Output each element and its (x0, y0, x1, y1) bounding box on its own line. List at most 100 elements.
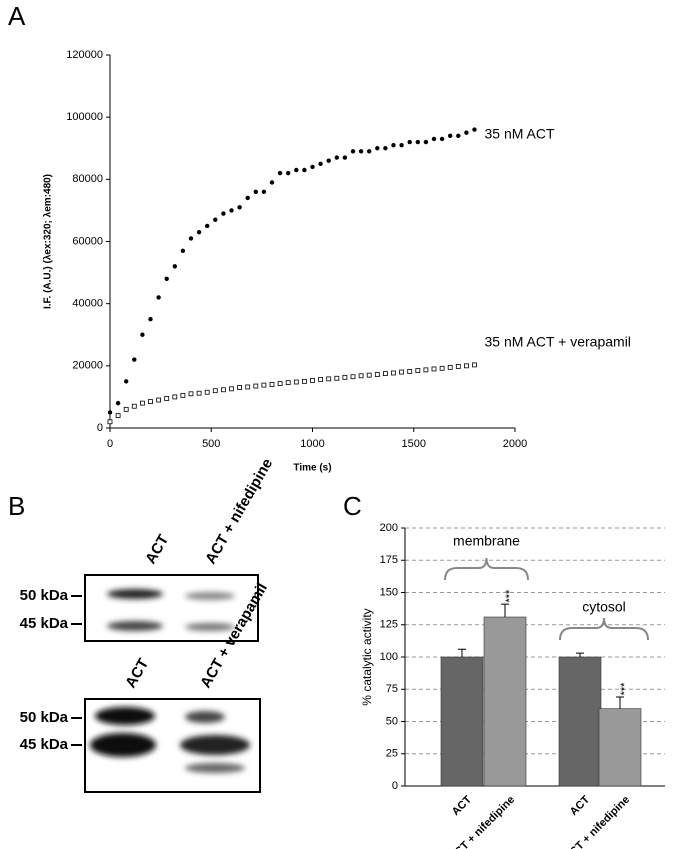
data-point (132, 357, 137, 362)
data-point (229, 386, 234, 392)
y-tick-label: 0 (97, 422, 103, 434)
data-point (472, 127, 477, 132)
data-point (415, 368, 421, 373)
blot-bottom (84, 698, 261, 793)
data-point (456, 133, 461, 139)
y-tick-label: 125 (380, 619, 398, 631)
x-tick-label: 2000 (503, 438, 527, 450)
y-tick-label: 175 (380, 554, 398, 566)
data-point (423, 139, 429, 145)
data-point (407, 139, 412, 145)
data-point (261, 382, 267, 388)
series-label: 35 nM ACT (485, 125, 555, 141)
data-point (277, 381, 283, 386)
data-point (196, 390, 202, 396)
y-tick-label: 60000 (72, 235, 103, 247)
x-tick-label: ACT + nifedipine (562, 794, 632, 849)
data-point (285, 380, 291, 386)
x-tick-label: 1000 (300, 438, 324, 450)
data-point (415, 139, 420, 145)
data-point (188, 236, 194, 241)
error-bar (501, 603, 509, 618)
data-point (301, 378, 307, 384)
data-point (448, 133, 453, 139)
data-point (447, 364, 453, 370)
data-point (148, 317, 153, 322)
data-point (115, 400, 121, 406)
y-axis-label: % catalytic activity (360, 608, 374, 705)
y-tick-label: 100 (380, 651, 398, 663)
data-point (455, 364, 461, 369)
data-point (277, 170, 283, 176)
data-point (294, 167, 299, 173)
x-tick-label: 1500 (402, 438, 426, 450)
group-label: membrane (453, 533, 520, 549)
data-point (213, 217, 218, 222)
data-point (391, 142, 396, 148)
data-point (172, 264, 177, 269)
bar (598, 708, 642, 787)
x-tick-label: ACT (568, 793, 593, 818)
lane-label: ACT (122, 656, 152, 691)
y-axis-label: I.F. (A.U.) (λex:320; λem:480) (43, 174, 54, 309)
y-tick-label: 80000 (72, 173, 103, 185)
data-point (139, 400, 145, 406)
size-marker: 50 kDa (20, 587, 69, 604)
significance: *** (504, 589, 516, 603)
data-point (431, 136, 437, 142)
group-brace (559, 617, 649, 641)
data-point (269, 180, 275, 185)
lane-label: ACT + nifedipine (202, 456, 276, 567)
data-point (342, 155, 348, 160)
data-point (326, 158, 331, 163)
data-point (253, 383, 259, 389)
y-tick-label: 120000 (66, 49, 103, 61)
data-point (463, 363, 469, 369)
data-point (286, 170, 291, 176)
x-tick-label: ACT (450, 793, 475, 818)
data-point (464, 130, 469, 135)
significance: *** (619, 682, 631, 696)
x-axis-label: Time (s) (293, 463, 331, 474)
y-tick-label: 150 (380, 586, 398, 598)
x-tick-label: 0 (107, 438, 113, 450)
data-point (196, 229, 202, 235)
data-point (205, 223, 210, 229)
bar (483, 616, 527, 787)
y-tick-label: 40000 (72, 298, 103, 310)
data-point (310, 164, 315, 170)
data-point (220, 387, 226, 393)
data-point (172, 394, 178, 400)
panel-label: A (8, 1, 26, 31)
size-marker: 45 kDa (20, 615, 69, 632)
data-point (107, 410, 113, 415)
data-point (399, 142, 404, 148)
data-point (293, 379, 299, 385)
size-marker: 45 kDa (20, 736, 69, 753)
data-point (237, 385, 243, 390)
data-point (366, 372, 372, 378)
data-point (245, 195, 250, 201)
data-point (229, 208, 234, 213)
data-point (431, 366, 437, 372)
data-point (399, 369, 405, 375)
bar (558, 656, 602, 787)
data-point (382, 371, 388, 377)
data-point (269, 382, 275, 387)
panel-label: C (343, 491, 362, 521)
group-label: cytosol (582, 599, 626, 615)
lane-label: ACT (142, 532, 172, 567)
data-point (164, 276, 169, 281)
data-point (342, 374, 348, 380)
data-point (156, 397, 162, 403)
data-point (367, 149, 372, 154)
data-point (350, 374, 356, 380)
data-point (204, 389, 210, 395)
blot-top (84, 574, 259, 642)
y-tick-label: 20000 (72, 360, 103, 372)
size-marker: 50 kDa (20, 709, 69, 726)
panel-label: B (8, 491, 25, 521)
data-point (350, 149, 356, 154)
data-point (326, 376, 332, 382)
